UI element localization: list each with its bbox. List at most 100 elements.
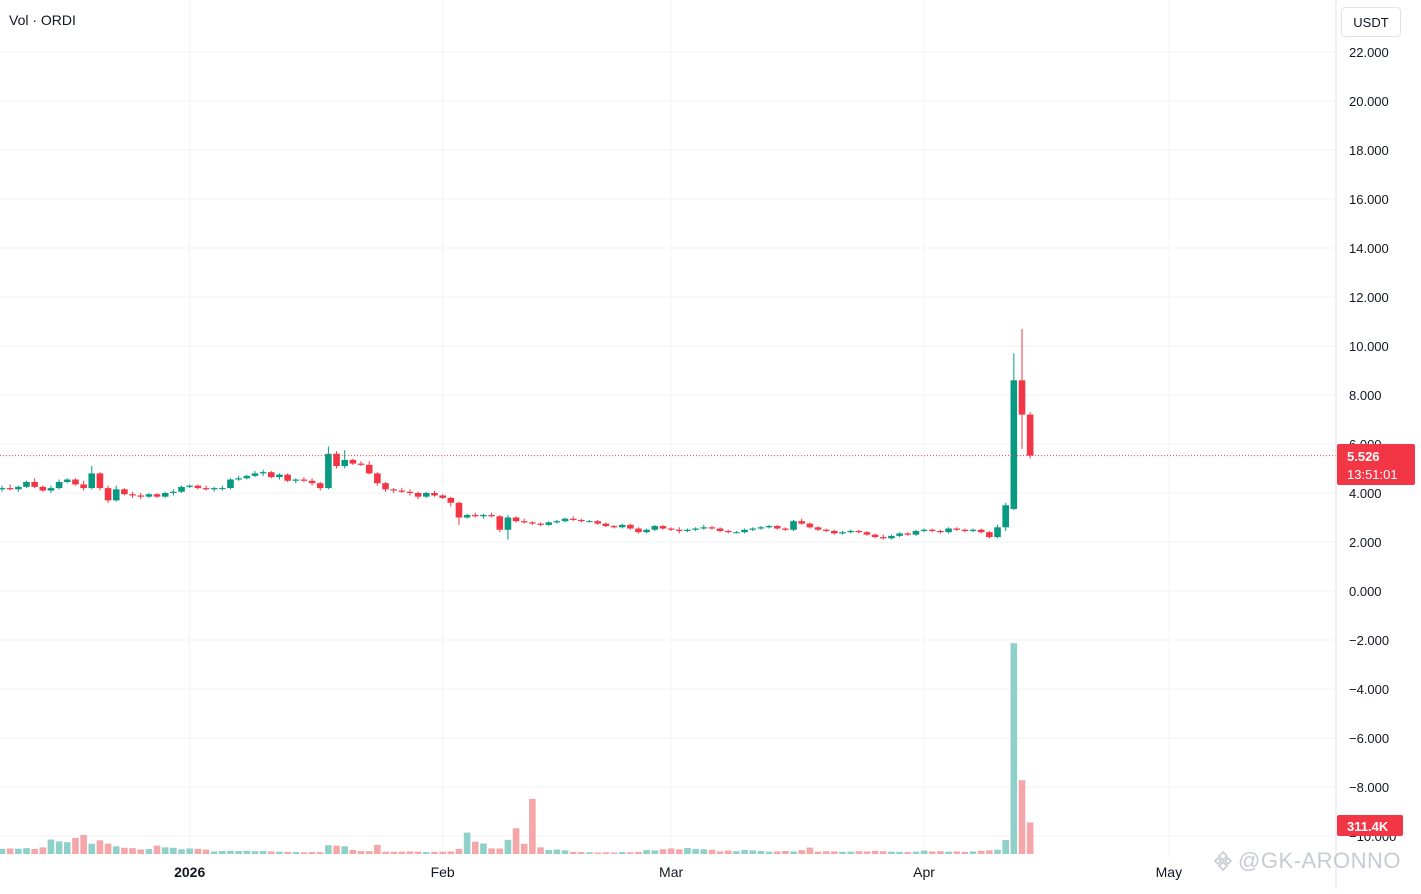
volume-bar [569, 851, 577, 854]
volume-bar [578, 852, 585, 854]
candle-body [635, 528, 642, 533]
candle-body [1002, 505, 1009, 528]
currency-button[interactable]: USDT [1341, 7, 1401, 37]
candle [953, 527, 961, 531]
candle-body [708, 527, 716, 529]
candle [700, 524, 708, 530]
volume-bar [235, 851, 242, 854]
candle-body [798, 521, 805, 524]
binance-square-icon [1213, 850, 1233, 872]
volume-bar [488, 848, 495, 854]
candle [227, 478, 234, 490]
volume-bar [259, 851, 267, 854]
volume-bar [80, 834, 87, 854]
candle [749, 527, 757, 531]
candle [349, 458, 357, 465]
candle-body [227, 479, 234, 489]
candle [431, 490, 438, 497]
volume-bar [23, 848, 30, 854]
volume-bar [406, 851, 414, 854]
candle-body [423, 493, 430, 497]
candle-body [72, 479, 79, 485]
candle [235, 475, 242, 481]
volume-bar [170, 847, 177, 854]
candle [284, 473, 291, 482]
y-tick-label: −6.000 [1349, 731, 1389, 746]
candle-body [569, 518, 577, 520]
volume-bar [161, 847, 169, 854]
candle [659, 524, 667, 530]
y-tick-label: −2.000 [1349, 633, 1389, 648]
volume-bar [1002, 840, 1009, 854]
time-scale[interactable]: 2026 Feb Mar Apr May [174, 864, 1182, 880]
candle-body [300, 479, 308, 481]
volume-bar [129, 848, 136, 854]
candle-body [814, 527, 822, 530]
volume-bar [471, 841, 479, 854]
volume-bar [635, 851, 642, 854]
candle-body [414, 493, 422, 497]
candle-body [210, 488, 218, 490]
volume-bar [855, 851, 863, 854]
volume-bar [316, 852, 324, 854]
volume-bar [953, 851, 961, 854]
candle-body [390, 489, 397, 491]
candle-countdown: 13:51:01 [1347, 467, 1398, 482]
volume-bar [227, 850, 234, 854]
series-legend[interactable]: Vol · ORDI [9, 12, 76, 28]
candle-body [512, 517, 520, 522]
volume-bar [463, 832, 471, 854]
volume-bar [553, 849, 561, 854]
candle [594, 519, 601, 525]
candle [684, 528, 691, 533]
x-tick-label: 2026 [174, 864, 205, 880]
candle-body [235, 478, 242, 480]
candle [847, 529, 854, 534]
candle [63, 478, 71, 484]
candle [357, 461, 365, 467]
volume-bar [904, 852, 912, 854]
candle [667, 527, 675, 531]
price-scale[interactable]: 22.000 20.000 18.000 16.000 14.000 12.000 10.0… [1349, 45, 1396, 844]
candle-body [757, 527, 765, 529]
candle-body [871, 534, 879, 538]
candle-body [618, 524, 626, 528]
candle [586, 519, 593, 523]
candle [806, 522, 814, 529]
candle [276, 473, 283, 480]
candle-body [896, 533, 903, 536]
volume-bar [186, 848, 193, 854]
candle-body [733, 532, 740, 534]
volume-bar [137, 849, 145, 854]
candle [382, 481, 389, 492]
candle [618, 523, 626, 529]
candle [561, 517, 569, 523]
volume-bar [1026, 822, 1034, 854]
candle [104, 485, 112, 503]
volume-bar [496, 848, 504, 854]
volume-bar [341, 846, 349, 854]
volume-bar [602, 852, 610, 854]
volume-bar [194, 848, 202, 854]
y-tick-label: 0.000 [1349, 584, 1382, 599]
candle-body [667, 528, 675, 530]
candle-body [219, 488, 226, 490]
candle [716, 527, 724, 533]
candle-body [586, 521, 593, 523]
volume-bar [912, 851, 920, 854]
candle [55, 479, 63, 490]
candle [724, 529, 732, 534]
last-volume-badge: 311.4K [1337, 815, 1403, 836]
candle-body [80, 484, 87, 489]
candle [578, 518, 585, 523]
candle [1002, 502, 1009, 531]
candle-body [912, 530, 920, 535]
candle-body [325, 453, 332, 489]
candle-body [773, 526, 781, 529]
candle [651, 524, 659, 531]
volume-bar [716, 851, 724, 854]
candle-body [259, 472, 267, 474]
candle-body [782, 528, 789, 530]
x-tick-label: May [1156, 864, 1182, 880]
